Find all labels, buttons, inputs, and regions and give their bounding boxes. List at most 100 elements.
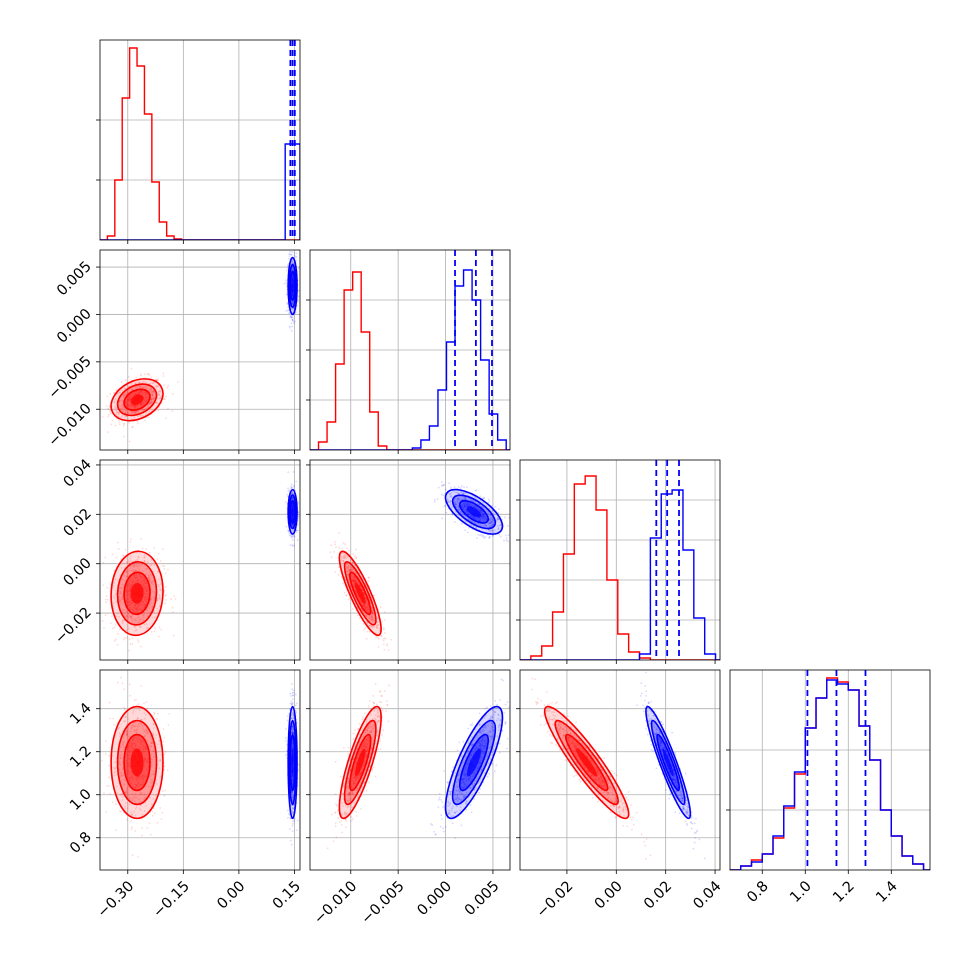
scatter-point: [138, 607, 141, 610]
panel-2-0: −0.020.000.020.04: [52, 456, 301, 664]
scatter-point: [125, 405, 128, 408]
scatter-point: [329, 551, 332, 554]
scatter-point: [125, 571, 128, 573]
scatter-point: [137, 390, 140, 393]
scatter-point: [128, 422, 131, 424]
scatter-point: [134, 604, 137, 606]
scatter-point: [163, 397, 166, 400]
histogram-series-0: [310, 271, 510, 450]
scatter-point: [467, 531, 469, 534]
scatter-point: [480, 533, 483, 536]
scatter-point: [141, 389, 143, 392]
scatter-point: [128, 396, 131, 399]
scatter-point: [156, 599, 159, 602]
scatter-point: [123, 422, 126, 425]
scatter-point: [382, 643, 385, 646]
scatter-point: [126, 404, 129, 407]
scatter-point: [156, 822, 159, 824]
scatter-point: [136, 579, 139, 582]
scatter-point: [347, 598, 350, 601]
scatter-point: [152, 583, 155, 586]
scatter-point: [145, 701, 148, 704]
scatter-point: [157, 390, 160, 393]
scatter-point: [144, 592, 146, 595]
scatter-point: [125, 629, 128, 632]
scatter-point: [382, 637, 385, 640]
scatter-point: [144, 598, 146, 600]
scatter-point: [503, 539, 505, 542]
scatter-point: [287, 257, 290, 260]
scatter-point: [148, 822, 151, 825]
scatter-point: [134, 404, 137, 407]
scatter-point: [145, 407, 148, 410]
scatter-point: [291, 688, 294, 690]
scatter-point: [291, 260, 294, 262]
scatter-point: [133, 610, 136, 612]
scatter-point: [286, 303, 289, 306]
scatter-point: [293, 484, 295, 487]
scatter-point: [145, 598, 148, 601]
scatter-point: [330, 544, 332, 547]
scatter-point: [137, 566, 140, 568]
scatter-point: [290, 300, 293, 303]
scatter-point: [117, 411, 120, 414]
scatter-point: [297, 763, 300, 766]
density-contour: [291, 506, 294, 518]
scatter-point: [145, 593, 148, 596]
scatter-point: [152, 397, 155, 400]
scatter-point: [136, 611, 139, 614]
scatter-point: [345, 594, 348, 597]
scatter-point: [164, 751, 167, 753]
scatter-point: [121, 602, 124, 605]
histogram-series-1: [100, 143, 300, 240]
scatter-point: [149, 564, 152, 567]
scatter-point: [114, 398, 117, 401]
scatter-point: [358, 617, 361, 620]
scatter-point: [294, 320, 296, 323]
scatter-point: [118, 599, 121, 602]
scatter-point: [163, 794, 166, 797]
scatter-point: [131, 617, 134, 620]
scatter-point: [153, 812, 156, 814]
scatter-point: [291, 277, 294, 280]
scatter-point: [290, 307, 293, 310]
scatter-point: [137, 392, 140, 395]
scatter-point: [163, 565, 166, 567]
scatter-point: [149, 574, 152, 576]
scatter-point: [341, 582, 344, 584]
scatter-point: [129, 587, 132, 590]
scatter-point: [144, 596, 147, 599]
scatter-point: [120, 567, 123, 569]
scatter-point: [131, 405, 133, 408]
scatter-point: [172, 634, 175, 637]
scatter-point: [134, 393, 137, 396]
y-tick-label: 0.000: [54, 306, 95, 347]
scatter-point: [126, 818, 129, 821]
scatter-point: [130, 819, 132, 822]
scatter-point: [150, 387, 153, 390]
scatter-point: [154, 627, 156, 630]
scatter-point: [135, 391, 137, 394]
scatter-point: [504, 516, 506, 519]
scatter-point: [128, 582, 131, 585]
scatter-point: [154, 591, 156, 594]
scatter-point: [119, 405, 122, 407]
scatter-point: [123, 395, 125, 398]
scatter-point: [117, 415, 119, 418]
scatter-point: [126, 391, 129, 393]
scatter-point: [108, 764, 110, 767]
scatter-point: [291, 830, 294, 833]
scatter-point: [145, 595, 148, 598]
scatter-point: [130, 367, 133, 370]
scatter-point: [147, 576, 150, 579]
scatter-point: [382, 639, 385, 642]
scatter-point: [134, 393, 137, 396]
scatter-point: [150, 376, 153, 379]
scatter-point: [151, 810, 154, 813]
scatter-point: [145, 411, 148, 414]
scatter-point: [142, 614, 144, 617]
scatter-point: [143, 554, 146, 557]
scatter-point: [334, 571, 336, 574]
scatter-point: [147, 372, 150, 375]
scatter-point: [134, 612, 137, 614]
